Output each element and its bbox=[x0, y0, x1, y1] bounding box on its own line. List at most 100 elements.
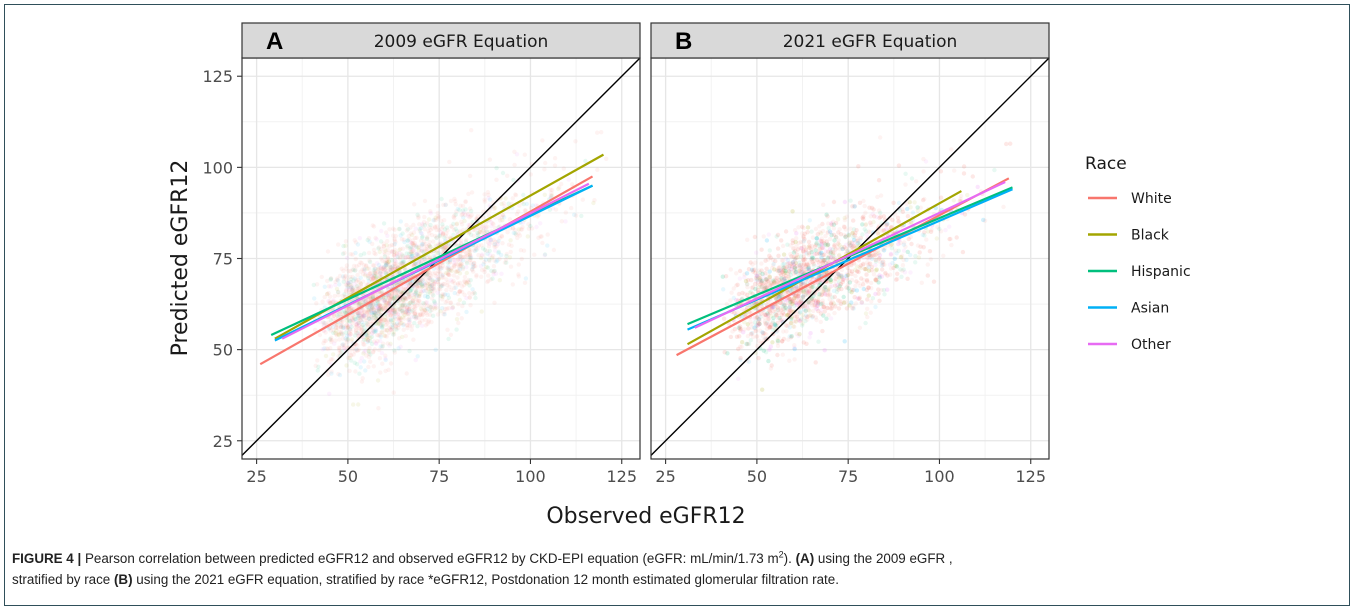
scatter-point bbox=[428, 222, 433, 228]
scatter-point bbox=[890, 217, 895, 223]
scatter-point bbox=[417, 227, 422, 232]
scatter-point bbox=[414, 235, 419, 240]
scatter-point bbox=[332, 293, 337, 299]
scatter-point bbox=[803, 308, 808, 313]
scatter-point bbox=[336, 312, 341, 317]
scatter-point bbox=[455, 269, 460, 274]
scatter-point bbox=[330, 300, 335, 305]
scatter-point bbox=[365, 237, 370, 243]
scatter-point bbox=[461, 215, 466, 220]
scatter-point bbox=[422, 307, 427, 312]
scatter-point bbox=[516, 231, 521, 236]
scatter-point bbox=[800, 280, 806, 285]
scatter-point bbox=[345, 282, 350, 288]
scatter-point bbox=[573, 139, 578, 144]
scatter-point bbox=[760, 387, 765, 392]
scatter-point bbox=[851, 218, 856, 223]
scatter-point bbox=[513, 193, 519, 198]
scatter-point bbox=[410, 300, 416, 305]
scatter-point bbox=[389, 327, 394, 333]
scatter-point bbox=[793, 269, 799, 275]
scatter-point bbox=[424, 244, 430, 249]
scatter-point bbox=[785, 242, 790, 247]
scatter-point bbox=[756, 355, 761, 361]
panel-tag: A bbox=[266, 28, 283, 55]
scatter-point bbox=[387, 227, 392, 232]
scatter-point bbox=[809, 285, 814, 291]
scatter-point bbox=[322, 284, 327, 289]
scatter-point bbox=[824, 316, 829, 321]
scatter-point bbox=[868, 253, 873, 258]
scatter-point bbox=[789, 264, 795, 269]
scatter-point bbox=[828, 249, 833, 254]
scatter-point bbox=[460, 208, 466, 213]
scatter-point bbox=[382, 267, 387, 273]
scatter-point bbox=[482, 197, 487, 202]
scatter-point bbox=[387, 301, 392, 306]
scatter-point bbox=[365, 307, 370, 313]
scatter-point bbox=[349, 306, 354, 311]
scatter-point bbox=[456, 253, 461, 258]
scatter-point bbox=[453, 199, 458, 204]
scatter-point bbox=[405, 254, 410, 260]
scatter-point bbox=[789, 334, 794, 339]
scatter-point bbox=[508, 238, 513, 243]
scatter-point bbox=[809, 250, 814, 255]
y-tick-label: 75 bbox=[213, 250, 233, 269]
scatter-point bbox=[348, 283, 354, 288]
scatter-point bbox=[816, 298, 821, 303]
scatter-point bbox=[498, 218, 503, 223]
scatter-point bbox=[360, 267, 365, 272]
scatter-point bbox=[354, 362, 360, 367]
scatter-point bbox=[448, 198, 454, 204]
scatter-point bbox=[780, 269, 785, 274]
scatter-point bbox=[377, 321, 382, 326]
scatter-point bbox=[806, 291, 812, 296]
scatter-point bbox=[379, 246, 384, 252]
scatter-point bbox=[433, 233, 438, 239]
scatter-point bbox=[874, 278, 879, 283]
scatter-point bbox=[873, 291, 878, 297]
scatter-point bbox=[770, 304, 775, 310]
scatter-point bbox=[805, 262, 811, 268]
scatter-point bbox=[452, 260, 457, 265]
scatter-point bbox=[337, 346, 342, 351]
scatter-point bbox=[804, 261, 810, 266]
scatter-point bbox=[366, 296, 371, 301]
scatter-point bbox=[412, 241, 417, 246]
scatter-point bbox=[412, 202, 417, 207]
scatter-point bbox=[402, 295, 408, 300]
scatter-point bbox=[793, 260, 798, 266]
scatter-point bbox=[446, 336, 451, 342]
scatter-point bbox=[925, 273, 930, 278]
scatter-point bbox=[514, 211, 520, 217]
scatter-point bbox=[451, 285, 457, 291]
scatter-point bbox=[376, 262, 382, 268]
scatter-point bbox=[467, 206, 473, 211]
scatter-point bbox=[761, 330, 766, 336]
scatter-point bbox=[787, 296, 792, 302]
scatter-point bbox=[417, 320, 422, 325]
scatter-point bbox=[782, 302, 787, 307]
scatter-point bbox=[799, 246, 804, 251]
scatter-point bbox=[412, 311, 417, 316]
scatter-point bbox=[789, 320, 794, 326]
scatter-point bbox=[783, 268, 788, 274]
scatter-point bbox=[520, 225, 525, 230]
scatter-point bbox=[743, 278, 749, 284]
scatter-point bbox=[826, 254, 832, 259]
scatter-point bbox=[454, 221, 460, 226]
scatter-point bbox=[352, 360, 357, 365]
scatter-point bbox=[356, 402, 361, 407]
scatter-point bbox=[417, 312, 423, 318]
scatter-point bbox=[782, 302, 787, 307]
scatter-point bbox=[339, 343, 345, 348]
scatter-point bbox=[407, 316, 412, 321]
scatter-point bbox=[359, 315, 364, 320]
scatter-point bbox=[810, 299, 816, 304]
scatter-point bbox=[371, 308, 377, 313]
scatter-point bbox=[351, 402, 356, 407]
scatter-point bbox=[358, 318, 363, 323]
scatter-point bbox=[722, 350, 727, 355]
scatter-point bbox=[358, 281, 363, 286]
